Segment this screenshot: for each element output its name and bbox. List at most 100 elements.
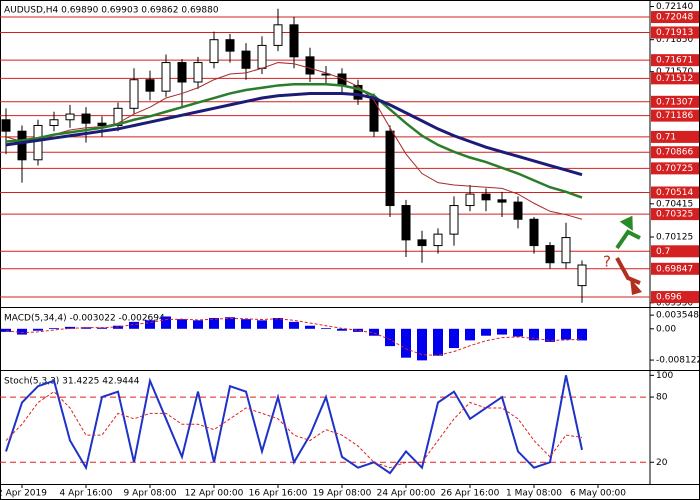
candle-body [577, 264, 587, 287]
candle-body [225, 39, 235, 52]
macd-bar [225, 317, 235, 329]
macd-bar [337, 328, 347, 331]
candle-body [97, 122, 107, 126]
macd-bar [321, 328, 331, 329]
macd-bar [545, 328, 555, 342]
y-tick-label: 0.00 [656, 324, 676, 334]
moving-average [5, 91, 583, 177]
level-label-box [651, 130, 699, 143]
candle-body [561, 237, 571, 264]
candle-body [545, 245, 555, 264]
macd-bar [193, 320, 203, 329]
y-tick-label: 20 [656, 458, 668, 468]
level-label: 0.70514 [656, 188, 693, 198]
candle-body [193, 62, 203, 83]
macd-bar [257, 320, 267, 329]
down-arrow-head [630, 278, 642, 295]
y-tick-label: 0.70415 [656, 199, 693, 209]
candle-body [177, 62, 187, 83]
candle-body [433, 233, 443, 247]
y-tick-label: 100 [656, 371, 673, 381]
panel-title: AUDUSD,H4 0.69890 0.69903 0.69862 0.6988… [4, 6, 219, 16]
level-label: 0.71186 [656, 111, 693, 121]
y-tick-label: 0.003548 [656, 311, 699, 321]
macd-bar [129, 321, 139, 329]
y-tick-label: 0.69550 [656, 298, 693, 308]
level-label: 0.71913 [656, 28, 693, 38]
candle-body [401, 205, 411, 241]
candle-body [1, 119, 11, 132]
candle-body [33, 124, 43, 161]
macd-bar [577, 328, 587, 341]
x-tick-label: 24 Apr 00:00 [377, 489, 436, 499]
candle-body [369, 98, 379, 132]
signal-line [5, 317, 583, 356]
macd-bar [17, 328, 27, 335]
level-label: 0.71 [656, 132, 676, 142]
macd-bar [529, 328, 539, 341]
macd-bar [145, 320, 155, 329]
y-tick-label: 80 [656, 393, 668, 403]
y-tick-label: -0.008122 [656, 356, 700, 366]
level-label-box [651, 109, 699, 122]
x-tick-label: 9 Apr 08:00 [124, 489, 177, 499]
panel-title: MACD(5,34,4) -0.003022 -0.002694 [4, 314, 165, 324]
y-tick-label: 0.70125 [656, 232, 693, 242]
candle-body [529, 218, 539, 247]
x-tick-label: 1 May 08:00 [506, 489, 562, 499]
macd-bar [385, 328, 395, 347]
macd-bar [289, 321, 299, 329]
macd-bar [305, 325, 315, 329]
x-tick-label: 4 Apr 16:00 [60, 489, 113, 499]
candle-body [449, 205, 459, 235]
up-arrow [615, 229, 641, 250]
candle-body [17, 130, 27, 161]
macd-bar [449, 328, 459, 349]
macd-bar [561, 328, 571, 340]
macd-bar [273, 318, 283, 329]
level-label-box [651, 54, 699, 67]
x-tick-label: 26 Apr 16:00 [441, 489, 500, 499]
candle-body [161, 62, 171, 92]
level-label-box [651, 245, 699, 258]
level-label-box [651, 95, 699, 108]
x-tick-label: 16 Apr 16:00 [249, 489, 308, 499]
macd-bar [97, 327, 107, 329]
x-tick-label: 12 Apr 00:00 [185, 489, 244, 499]
level-label: 0.69847 [656, 264, 693, 274]
candle-body [49, 119, 59, 126]
macd-bar [33, 328, 43, 331]
candle-body [145, 79, 155, 92]
candle-body [497, 199, 507, 203]
x-tick-label: 2 Apr 2019 [0, 489, 47, 499]
level-label: 0.7 [656, 247, 670, 257]
candle-body [465, 193, 475, 207]
level-label: 0.72048 [656, 13, 693, 23]
macd-bar [369, 328, 379, 336]
macd-bar [353, 328, 363, 332]
level-label-box [651, 162, 699, 175]
candle-body [273, 24, 283, 46]
macd-bar [1, 328, 11, 332]
level-label: 0.71512 [656, 74, 693, 84]
macd-bar [497, 328, 507, 335]
macd-bar [161, 316, 171, 329]
candle-body [305, 56, 315, 75]
macd-bar [513, 328, 523, 337]
level-label-box [651, 208, 699, 221]
macd-bar [209, 318, 219, 329]
macd-bar [417, 328, 427, 361]
level-label: 0.70725 [656, 164, 693, 174]
macd-bar [241, 319, 251, 329]
macd-bar [49, 328, 59, 329]
moving-average [5, 83, 583, 199]
level-label-box [651, 11, 699, 24]
level-label-box [651, 291, 699, 304]
y-tick-label: 0.72140 [656, 2, 693, 12]
stoch-line [5, 390, 583, 469]
candle-body [353, 84, 363, 100]
up-arrow-head [619, 215, 633, 231]
candle-body [385, 130, 395, 207]
level-label-box [651, 186, 699, 199]
